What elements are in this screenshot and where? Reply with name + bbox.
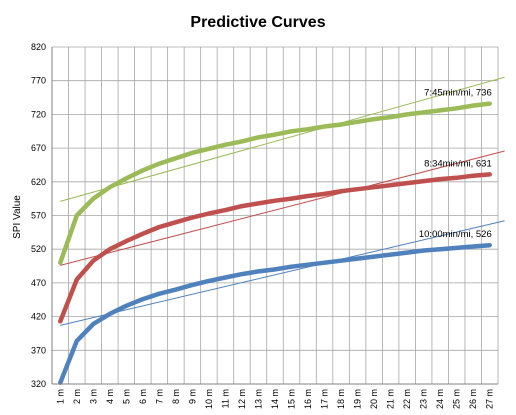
- x-tick-label: 23 m: [419, 389, 429, 409]
- x-tick-label: 20 m: [369, 389, 379, 409]
- y-tick-label: 320: [31, 379, 46, 389]
- x-tick-label: 26 m: [468, 389, 478, 409]
- y-tick-label: 770: [31, 76, 46, 86]
- x-tick-label: 10 m: [204, 389, 214, 409]
- trendline: [60, 76, 505, 202]
- trendlines: [60, 76, 505, 326]
- x-tick-label: 24 m: [435, 389, 445, 409]
- x-tick-label: 5 m: [121, 389, 131, 404]
- annotations: 7:45min/mi, 736 8:34min/mi, 631 10:00min/m…: [419, 88, 492, 241]
- chart-title: Predictive Curves: [190, 14, 325, 31]
- x-tick-label: 27 m: [485, 389, 495, 409]
- trendline: [60, 150, 505, 266]
- y-axis-label: SPI Value: [12, 195, 23, 239]
- tick-labels: 320 370 420 470 520 570 620 670 720 770 820 1 m 2 m 3…: [31, 42, 495, 409]
- x-tick-label: 1 m: [55, 389, 65, 404]
- x-tick-label: 8 m: [171, 389, 181, 404]
- series-line: [58, 101, 492, 265]
- trendline: [60, 220, 505, 326]
- y-tick-label: 370: [31, 345, 46, 355]
- x-tick-label: 14 m: [270, 389, 280, 409]
- x-tick-label: 15 m: [287, 389, 297, 409]
- x-tick-label: 16 m: [303, 389, 313, 409]
- y-tick-label: 520: [31, 244, 46, 254]
- series-annotation: 7:45min/mi, 736: [424, 88, 492, 99]
- x-tick-label: 12 m: [237, 389, 247, 409]
- x-tick-label: 21 m: [386, 389, 396, 409]
- x-tick-label: 25 m: [452, 389, 462, 409]
- y-tick-label: 570: [31, 211, 46, 221]
- axes: [51, 47, 498, 385]
- y-tick-label: 470: [31, 278, 46, 288]
- series-annotation: 10:00min/mi, 526: [419, 229, 492, 240]
- x-tick-label: 11 m: [220, 389, 230, 408]
- series-annotation: 8:34min/mi, 631: [424, 158, 492, 169]
- x-tick-label: 22 m: [402, 389, 412, 409]
- series-line: [58, 242, 492, 385]
- x-tick-label: 2 m: [72, 389, 82, 404]
- x-tick-label: 4 m: [105, 389, 115, 404]
- x-tick-label: 6 m: [138, 389, 148, 404]
- x-tick-label: 18 m: [336, 389, 346, 409]
- y-tick-label: 670: [31, 143, 46, 153]
- y-tick-label: 620: [31, 177, 46, 187]
- x-tick-label: 17 m: [320, 389, 330, 409]
- series-lines: [58, 101, 492, 385]
- x-tick-label: 13 m: [253, 389, 263, 409]
- y-tick-label: 720: [31, 109, 46, 119]
- x-tick-label: 19 m: [353, 389, 363, 409]
- series-line: [58, 172, 492, 324]
- y-tick-label: 820: [31, 42, 46, 52]
- y-tick-label: 420: [31, 312, 46, 322]
- x-tick-label: 3 m: [88, 389, 98, 404]
- x-tick-label: 9 m: [187, 389, 197, 404]
- x-tick-label: 7 m: [154, 389, 164, 404]
